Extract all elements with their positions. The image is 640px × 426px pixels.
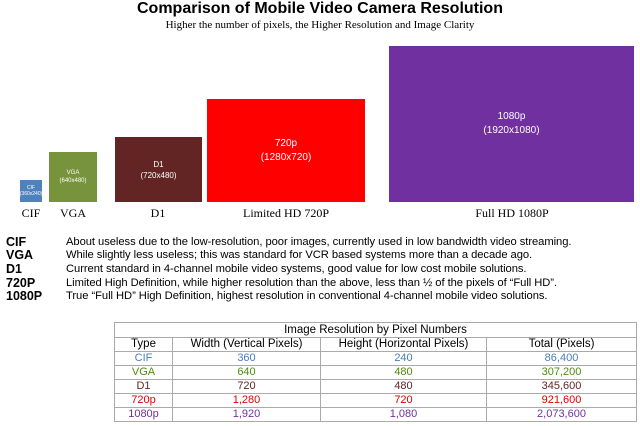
cell-type: CIF	[114, 351, 173, 366]
cell-total: 86,400	[486, 351, 637, 366]
box-720p: 720p (1280x720)	[207, 99, 365, 202]
description-row: D1 Current standard in 4-channel mobile …	[6, 262, 636, 276]
cell-width: 1,920	[172, 407, 321, 422]
header-type: Type	[114, 337, 173, 352]
box-1080p: 1080p (1920x1080)	[389, 46, 634, 202]
description-row: VGA While slightly less useless; this wa…	[6, 248, 636, 263]
description-text: Limited High Definition, while higher re…	[66, 276, 558, 289]
cell-total: 2,073,600	[486, 407, 637, 422]
description-text: While slightly less useless; this was st…	[66, 249, 533, 262]
cell-width: 720	[172, 379, 321, 394]
cell-type: 720p	[114, 393, 173, 408]
table-row: 720p 1,280 720 921,600	[114, 393, 637, 408]
cell-height: 240	[320, 351, 487, 366]
description-row: 1080P True “Full HD” High Definition, hi…	[6, 289, 636, 303]
box-720p-name: 720p	[274, 137, 298, 149]
cell-type: D1	[114, 379, 173, 394]
box-d1: D1 (720x480)	[115, 137, 202, 202]
box-cif: CIF (360x240)	[20, 180, 42, 202]
box-d1-name: D1	[153, 159, 164, 169]
table-header-row: Type Width (Vertical Pixels) Height (Hor…	[114, 337, 637, 352]
cell-width: 360	[172, 351, 321, 366]
caption-d1: D1	[150, 206, 166, 220]
page-subtitle: Higher the number of pixels, the Higher …	[165, 19, 475, 31]
box-cif-name: CIF	[26, 185, 36, 191]
cell-total: 345,600	[486, 379, 637, 394]
box-1080p-name: 1080p	[497, 111, 526, 122]
table-row: 1080p 1,920 1,080 2,073,600	[114, 407, 637, 422]
cell-height: 720	[320, 393, 487, 408]
cell-height: 1,080	[320, 407, 487, 422]
description-term: VGA	[6, 248, 34, 263]
description-term: 1080P	[6, 289, 43, 304]
description-row: 720P Limited High Definition, while high…	[6, 276, 636, 290]
caption-720p: Limited HD 720P	[243, 206, 329, 220]
cell-height: 480	[320, 379, 487, 394]
cell-width: 1,280	[172, 393, 321, 408]
table-row: VGA 640 480 307,200	[114, 365, 637, 380]
table-row: CIF 360 240 86,400	[114, 351, 637, 366]
resolution-table-wrap: Image Resolution by Pixel Numbers Type W…	[114, 322, 637, 422]
table-caption: Image Resolution by Pixel Numbers	[114, 322, 637, 338]
cell-type: VGA	[114, 365, 173, 380]
box-720p-res: (1280x720)	[260, 151, 312, 163]
table-row: D1 720 480 345,600	[114, 379, 637, 394]
box-1080p-res: (1920x1080)	[483, 125, 540, 136]
cell-type: 1080p	[114, 407, 173, 422]
descriptions: CIF About useless due to the low-resolut…	[6, 235, 636, 303]
box-vga-name: VGA	[66, 170, 80, 176]
header-total: Total (Pixels)	[486, 337, 637, 352]
description-text: Current standard in 4-channel mobile vid…	[66, 262, 527, 275]
header-height: Height (Horizontal Pixels)	[320, 337, 487, 352]
caption-vga: VGA	[60, 206, 86, 220]
description-term: CIF	[6, 234, 27, 249]
cell-total: 307,200	[486, 365, 637, 380]
description-term: 720P	[6, 275, 36, 290]
description-text: About useless due to the low-resolution,…	[66, 235, 572, 248]
description-row: CIF About useless due to the low-resolut…	[6, 235, 636, 249]
description-text: True “Full HD” High Definition, highest …	[66, 290, 548, 303]
caption-1080p: Full HD 1080P	[475, 206, 549, 220]
page-title: Comparison of Mobile Video Camera Resolu…	[137, 0, 503, 17]
header-width: Width (Vertical Pixels)	[172, 337, 321, 352]
box-d1-res: (720x480)	[140, 170, 177, 180]
box-vga-res: (640x480)	[59, 178, 87, 184]
cell-height: 480	[320, 365, 487, 380]
cell-width: 640	[172, 365, 321, 380]
cell-total: 921,600	[486, 393, 637, 408]
resolution-table: Image Resolution by Pixel Numbers Type W…	[114, 322, 637, 422]
box-vga: VGA (640x480)	[49, 152, 97, 202]
box-cif-res: (360x240)	[19, 191, 43, 197]
caption-cif: CIF	[21, 206, 41, 220]
description-term: D1	[6, 261, 22, 276]
